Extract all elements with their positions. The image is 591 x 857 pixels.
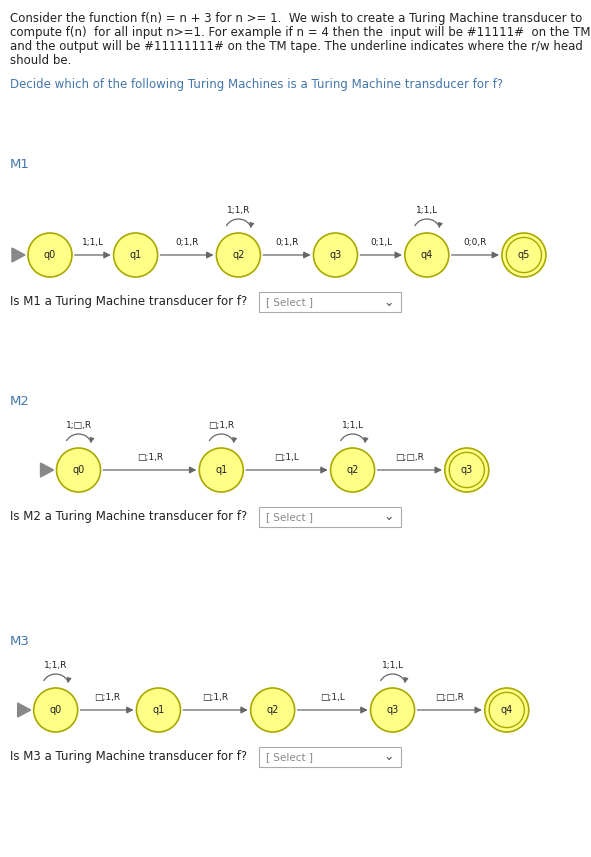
Text: q3: q3 <box>387 705 399 715</box>
Text: q3: q3 <box>460 465 473 475</box>
Text: 0;1,R: 0;1,R <box>176 238 199 247</box>
Circle shape <box>57 448 100 492</box>
Circle shape <box>216 233 261 277</box>
Text: □;1,R: □;1,R <box>94 693 120 702</box>
Text: 0;1,L: 0;1,L <box>370 238 392 247</box>
Text: M3: M3 <box>10 635 30 648</box>
Text: □;1,L: □;1,L <box>274 453 300 462</box>
Text: [ Select ]: [ Select ] <box>266 297 313 307</box>
Text: 1;1,L: 1;1,L <box>415 206 438 215</box>
Text: q2: q2 <box>232 250 245 260</box>
Text: Decide which of the following Turing Machines is a Turing Machine transducer for: Decide which of the following Turing Mac… <box>10 78 503 91</box>
Text: □;□,R: □;□,R <box>395 453 424 462</box>
Text: q1: q1 <box>215 465 228 475</box>
Text: Consider the function f(n) = n + 3 for n >= 1.  We wish to create a Turing Machi: Consider the function f(n) = n + 3 for n… <box>10 12 582 25</box>
Text: 1;1,L: 1;1,L <box>342 421 363 430</box>
Text: Is M3 a Turing Machine transducer for f?: Is M3 a Turing Machine transducer for f? <box>10 750 247 763</box>
Circle shape <box>330 448 375 492</box>
Text: 1;1,L: 1;1,L <box>382 661 404 670</box>
Text: □;1,R: □;1,R <box>137 453 163 462</box>
Text: 1;□,R: 1;□,R <box>66 421 92 430</box>
Text: 1;1,R: 1;1,R <box>227 206 250 215</box>
Text: q1: q1 <box>152 705 164 715</box>
Text: □;1,R: □;1,R <box>208 421 235 430</box>
Text: □;1,R: □;1,R <box>203 693 229 702</box>
Circle shape <box>445 448 489 492</box>
Circle shape <box>371 688 414 732</box>
Circle shape <box>28 233 72 277</box>
Circle shape <box>251 688 295 732</box>
Circle shape <box>34 688 77 732</box>
Text: ⌄: ⌄ <box>384 751 394 764</box>
Text: [ Select ]: [ Select ] <box>266 512 313 522</box>
Text: q4: q4 <box>501 705 513 715</box>
FancyBboxPatch shape <box>259 507 401 527</box>
Text: ⌄: ⌄ <box>384 296 394 309</box>
FancyBboxPatch shape <box>259 747 401 767</box>
Text: q4: q4 <box>421 250 433 260</box>
Text: q2: q2 <box>267 705 279 715</box>
Circle shape <box>313 233 358 277</box>
Circle shape <box>137 688 180 732</box>
Text: q0: q0 <box>50 705 62 715</box>
FancyBboxPatch shape <box>259 292 401 312</box>
Polygon shape <box>12 248 25 262</box>
Text: 1;1,L: 1;1,L <box>82 238 104 247</box>
Text: q1: q1 <box>129 250 142 260</box>
Text: should be.: should be. <box>10 54 72 67</box>
Text: 0;1,R: 0;1,R <box>275 238 298 247</box>
Circle shape <box>405 233 449 277</box>
Text: Is M1 a Turing Machine transducer for f?: Is M1 a Turing Machine transducer for f? <box>10 295 247 308</box>
Text: 1;1,R: 1;1,R <box>44 661 67 670</box>
Text: q3: q3 <box>329 250 342 260</box>
Text: ⌄: ⌄ <box>384 511 394 524</box>
Text: [ Select ]: [ Select ] <box>266 752 313 762</box>
Text: and the output will be #11111111# on the TM tape. The underline indicates where : and the output will be #11111111# on the… <box>10 40 583 53</box>
Text: q5: q5 <box>518 250 530 260</box>
Text: q0: q0 <box>72 465 85 475</box>
Circle shape <box>502 233 546 277</box>
Polygon shape <box>18 703 31 717</box>
Text: 0;0,R: 0;0,R <box>464 238 487 247</box>
Circle shape <box>113 233 158 277</box>
Text: □;□,R: □;□,R <box>435 693 464 702</box>
Circle shape <box>485 688 529 732</box>
Text: compute f(n)  for all input n>=1. For example if n = 4 then the  input will be #: compute f(n) for all input n>=1. For exa… <box>10 26 591 39</box>
Polygon shape <box>41 463 54 477</box>
Text: □;1,L: □;1,L <box>320 693 345 702</box>
Circle shape <box>199 448 243 492</box>
Text: q0: q0 <box>44 250 56 260</box>
Text: M1: M1 <box>10 158 30 171</box>
Text: Is M2 a Turing Machine transducer for f?: Is M2 a Turing Machine transducer for f? <box>10 510 247 523</box>
Text: q2: q2 <box>346 465 359 475</box>
Text: M2: M2 <box>10 395 30 408</box>
